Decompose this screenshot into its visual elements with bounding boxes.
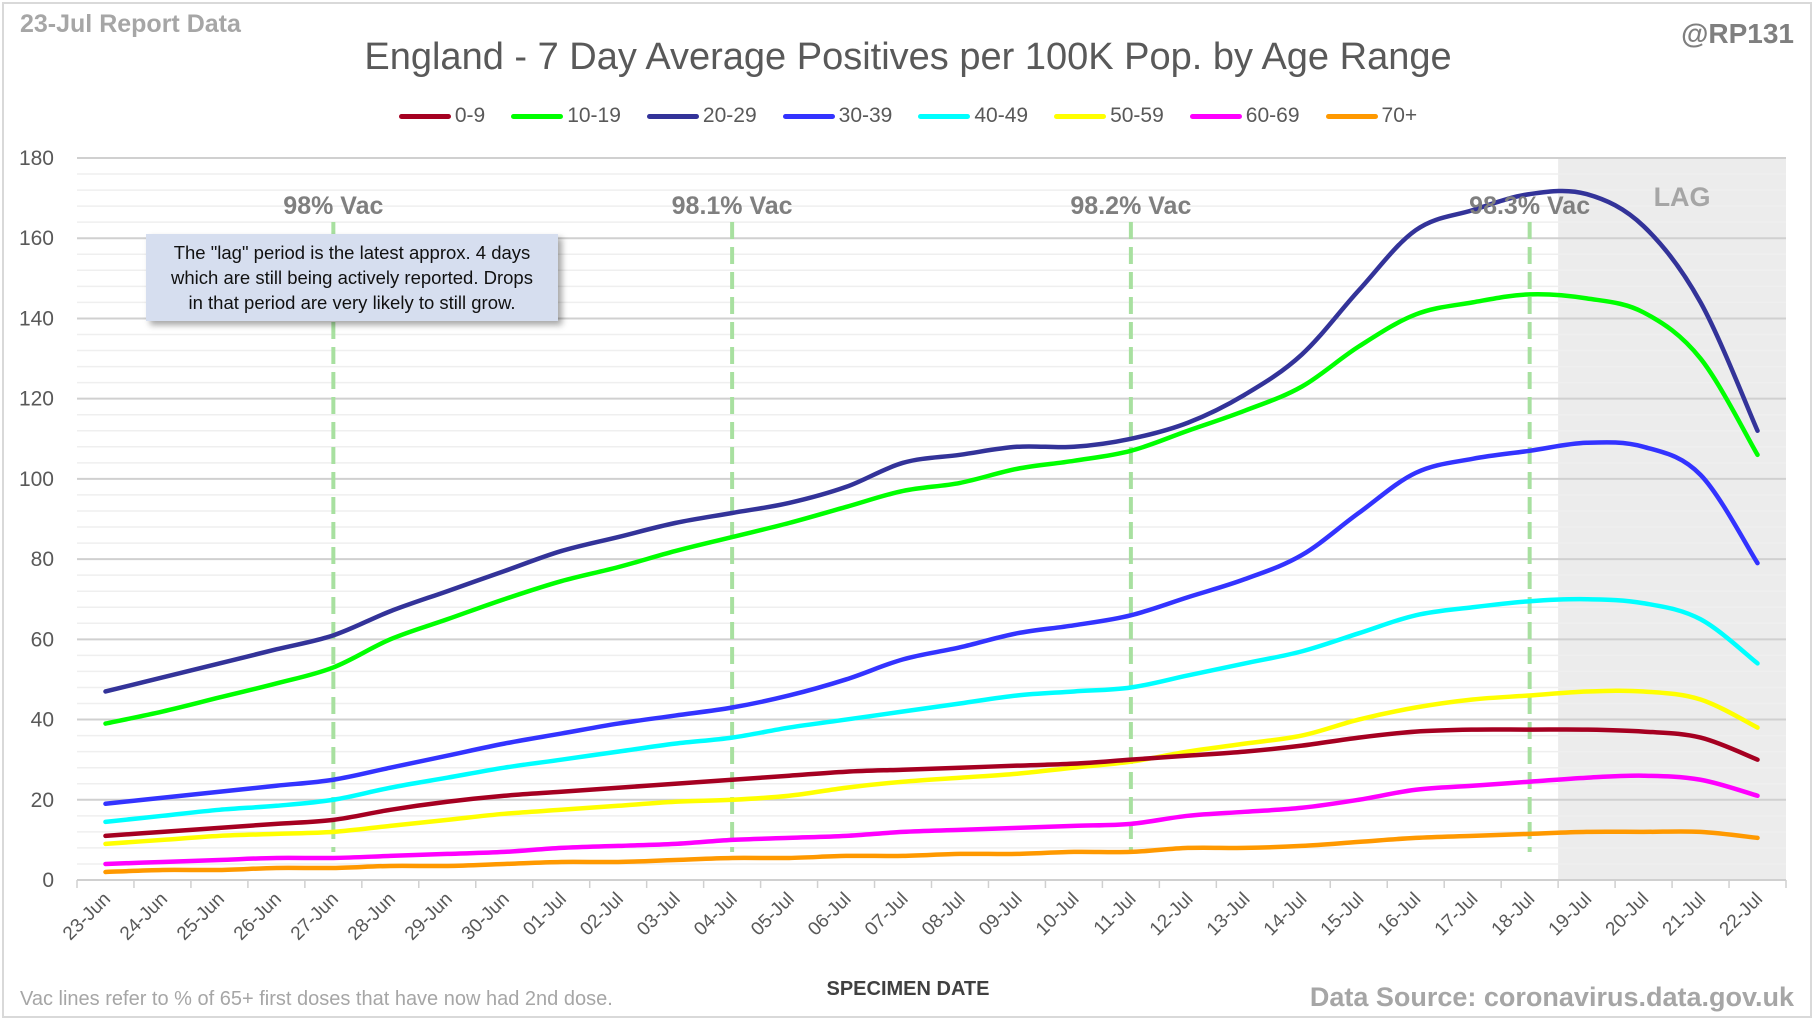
legend-item: 70+	[1325, 104, 1418, 128]
x-axis-title: SPECIMEN DATE	[826, 978, 990, 1000]
legend-swatch	[782, 113, 835, 119]
x-tick-label: 29-Jun	[401, 889, 457, 945]
series-line-20-29	[103, 188, 1760, 694]
x-tick-label: 24-Jun	[116, 889, 172, 945]
y-tick-label: 100	[19, 468, 54, 491]
x-tick-label: 02-Jul	[576, 889, 627, 940]
chart-legend: 0-9 10-19 20-29 30-39 40-49 50-59 60-69 70+	[0, 104, 1816, 128]
legend-label: 70+	[1381, 104, 1418, 127]
x-tick-label: 17-Jul	[1431, 889, 1482, 940]
series-line-70plus	[103, 829, 1760, 875]
x-tick-label: 01-Jul	[519, 889, 570, 940]
report-date-label: 23-Jul Report Data	[20, 10, 241, 38]
x-tick-label: 28-Jun	[344, 889, 400, 945]
y-tick-label: 80	[31, 548, 54, 571]
x-tick-label: 05-Jul	[747, 889, 798, 940]
x-tick-label: 16-Jul	[1374, 889, 1425, 940]
annotation-line: which are still being actively reported.…	[171, 267, 533, 288]
legend-swatch	[646, 113, 699, 119]
vac-footnote: Vac lines refer to % of 65+ first doses …	[20, 988, 613, 1010]
x-tick-label: 13-Jul	[1203, 889, 1254, 940]
legend-label: 40-49	[974, 104, 1029, 127]
x-tick-label: 27-Jun	[287, 889, 343, 945]
lag-annotation-box: The "lag" period is the latest approx. 4…	[146, 234, 558, 321]
legend-label: 30-39	[838, 104, 893, 127]
x-tick-label: 12-Jul	[1146, 889, 1197, 940]
x-tick-label: 23-Jun	[59, 889, 115, 945]
legend-item: 20-29	[646, 104, 757, 128]
legend-swatch	[1189, 113, 1242, 119]
x-tick-label: 07-Jul	[861, 889, 912, 940]
vac-label: 98.2% Vac	[1070, 192, 1191, 220]
annotation-line: in that period are very likely to still …	[188, 292, 516, 313]
x-tick-label: 14-Jul	[1260, 889, 1311, 940]
annotation-line: The "lag" period is the latest approx. 4…	[173, 242, 531, 263]
y-tick-label: 0	[42, 869, 54, 892]
x-tick-label: 30-Jun	[458, 889, 514, 945]
series-line-60-69	[103, 773, 1760, 867]
author-handle: @RP131	[1681, 18, 1794, 49]
legend-swatch	[511, 113, 564, 119]
series-line-30-39	[103, 440, 1760, 807]
legend-label: 20-29	[702, 104, 757, 127]
legend-item: 40-49	[918, 104, 1028, 128]
vac-label: 98% Vac	[283, 192, 383, 220]
y-tick-label: 60	[31, 628, 54, 651]
x-tick-label: 09-Jul	[975, 889, 1026, 940]
x-tick-label: 26-Jun	[230, 889, 286, 945]
vac-label: 98.1% Vac	[672, 192, 793, 220]
x-tick-label: 18-Jul	[1488, 889, 1539, 940]
legend-swatch	[1325, 113, 1378, 119]
y-tick-label: 20	[31, 789, 54, 812]
chart-title: England - 7 Day Average Positives per 10…	[364, 36, 1452, 78]
legend-label: 60-69	[1245, 104, 1300, 127]
vac-label: 98.3% Vac	[1469, 192, 1590, 220]
lag-region	[1558, 158, 1786, 880]
x-tick-label: 22-Jul	[1716, 889, 1767, 940]
lag-label: LAG	[1654, 182, 1711, 212]
series-line-0-9	[103, 727, 1760, 839]
legend-label: 0-9	[454, 104, 486, 127]
x-tick-label: 20-Jul	[1602, 889, 1653, 940]
y-tick-label: 160	[19, 227, 54, 250]
x-tick-label: 10-Jul	[1032, 889, 1083, 940]
y-tick-label: 120	[19, 388, 54, 411]
x-tick-label: 04-Jul	[690, 889, 741, 940]
x-tick-label: 25-Jun	[173, 889, 229, 945]
legend-label: 50-59	[1110, 104, 1164, 127]
x-tick-label: 06-Jul	[804, 889, 855, 940]
legend-swatch	[1054, 113, 1107, 119]
legend-label: 10-19	[567, 104, 621, 127]
data-source: Data Source: coronavirus.data.gov.uk	[1309, 982, 1794, 1012]
x-tick-label: 21-Jul	[1659, 889, 1710, 940]
series-line-10-19	[103, 291, 1760, 726]
legend-item: 60-69	[1189, 104, 1300, 128]
x-tick-label: 19-Jul	[1545, 889, 1596, 940]
y-tick-label: 40	[31, 709, 54, 732]
x-tick-label: 08-Jul	[918, 889, 969, 940]
x-tick-label: 03-Jul	[633, 889, 684, 940]
legend-item: 30-39	[782, 104, 893, 128]
legend-swatch	[918, 113, 971, 119]
legend-item: 50-59	[1054, 104, 1164, 128]
series-line-50-59	[103, 688, 1760, 847]
x-tick-label: 11-Jul	[1090, 889, 1140, 939]
y-tick-label: 140	[19, 307, 54, 330]
legend-item: 10-19	[511, 104, 621, 128]
series-line-40-49	[103, 596, 1760, 825]
legend-swatch	[398, 113, 451, 119]
x-tick-label: 15-Jul	[1317, 889, 1368, 940]
y-tick-label: 180	[19, 147, 54, 170]
legend-item: 0-9	[398, 104, 486, 128]
